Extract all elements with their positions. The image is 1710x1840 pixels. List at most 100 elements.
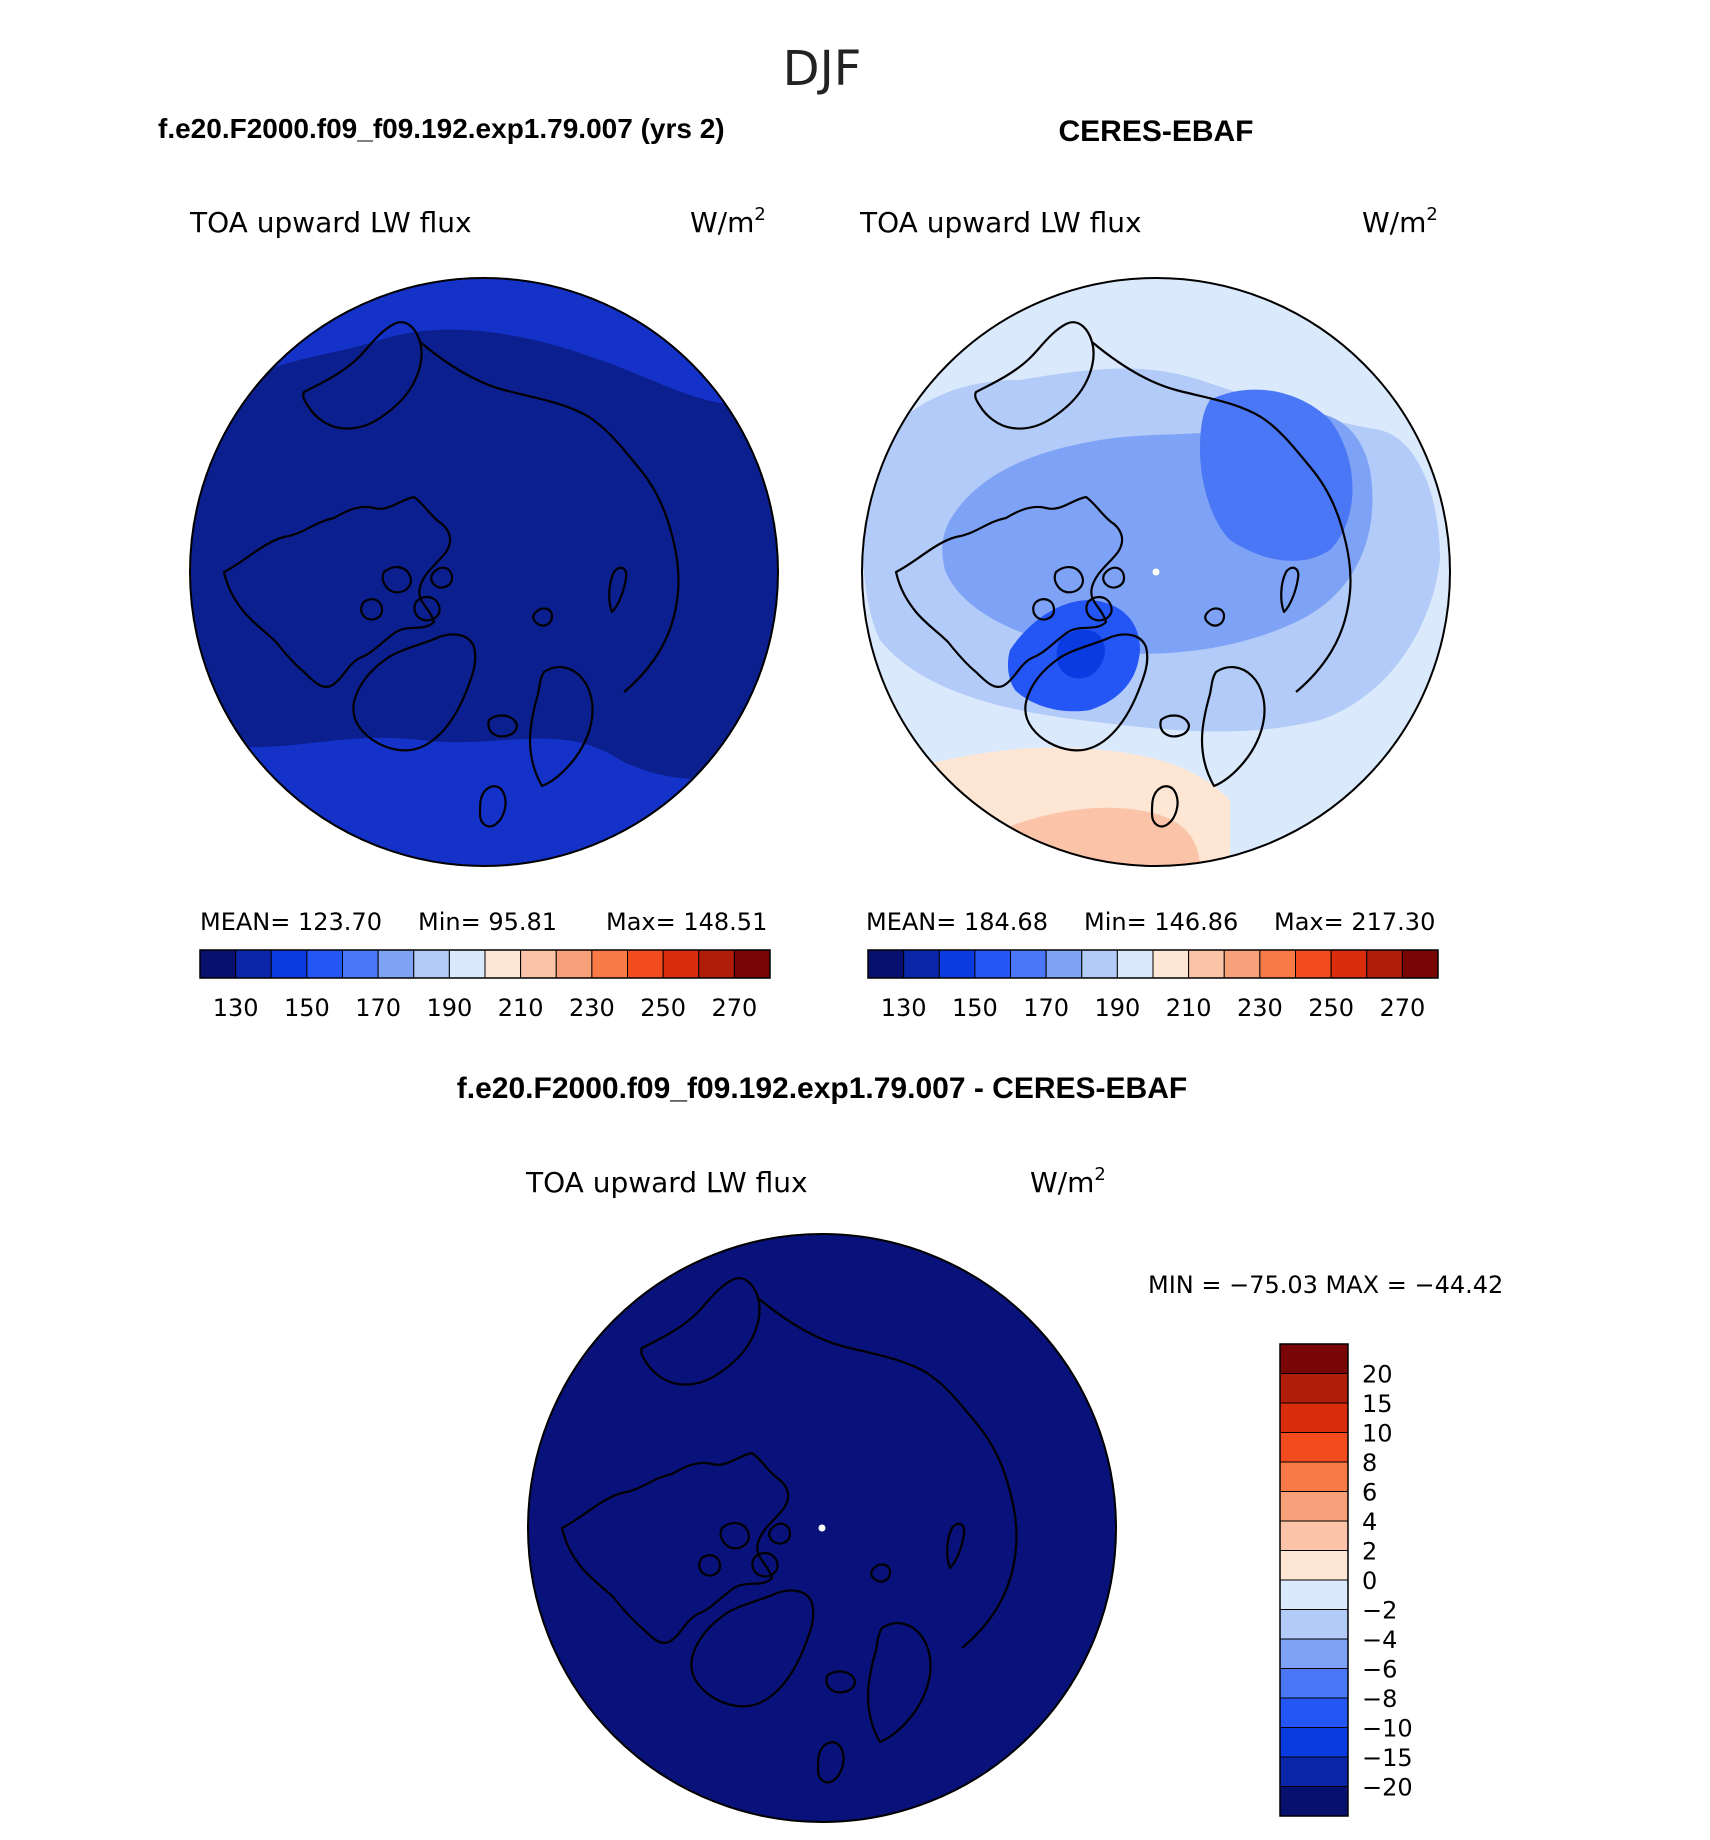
colorbar-difference-swatch <box>1279 1668 1349 1699</box>
colorbar-model-swatch <box>733 949 771 979</box>
colorbar-obs-tick-label: 270 <box>1379 994 1425 1022</box>
panel-model-max: Max= 148.51 <box>606 908 767 936</box>
colorbar-obs-tick-label: 210 <box>1166 994 1212 1022</box>
colorbar-model: 130 150 170 190 210 230 250 270 <box>199 949 771 1022</box>
colorbar-obs-swatch <box>867 949 905 979</box>
colorbar-model-swatch <box>627 949 664 979</box>
colorbar-difference-swatch <box>1279 1461 1349 1492</box>
map-obs-pole-dot <box>1152 568 1160 576</box>
map-obs-band-deep <box>1200 389 1353 561</box>
colorbar-obs: 130 150 170 190 210 230 250 270 <box>867 949 1439 1022</box>
colorbar-difference-swatch <box>1279 1786 1349 1817</box>
colorbar-obs-tick-label: 170 <box>1023 994 1069 1022</box>
colorbar-model-tick-label: 150 <box>284 994 330 1022</box>
map-difference-pole-dot <box>818 1524 826 1532</box>
colorbar-difference-tick-label: 10 <box>1362 1420 1393 1448</box>
colorbar-difference-swatch <box>1279 1402 1349 1433</box>
colorbar-difference-tick-label: 2 <box>1362 1538 1377 1566</box>
colorbar-model-swatch <box>306 949 343 979</box>
colorbar-obs-swatch <box>938 949 976 979</box>
colorbar-difference-swatch <box>1279 1697 1349 1728</box>
colorbar-difference-tick-label: 6 <box>1362 1479 1377 1507</box>
colorbar-difference-tick-label: −4 <box>1362 1626 1397 1654</box>
map-model-border <box>189 277 779 867</box>
colorbar-difference-swatch <box>1279 1756 1349 1787</box>
colorbar-difference-tick-label: −8 <box>1362 1685 1397 1713</box>
colorbar-model-tick-label: 190 <box>426 994 472 1022</box>
colorbar-difference-swatch <box>1279 1609 1349 1640</box>
colorbar-model-swatch <box>555 949 593 979</box>
colorbar-obs-swatch <box>1330 949 1368 979</box>
difference-title: f.e20.F2000.f09_f09.192.exp1.79.007 - CE… <box>457 1072 1187 1105</box>
colorbar-obs-swatch <box>903 949 940 979</box>
map-model-field <box>190 278 778 866</box>
colorbar-difference-tick-label: −6 <box>1362 1656 1397 1684</box>
colorbar-model-swatch <box>484 949 522 979</box>
colorbar-obs-swatch <box>1152 949 1190 979</box>
colorbar-model-tick-label: 130 <box>213 994 259 1022</box>
colorbar-difference-swatch <box>1279 1520 1349 1551</box>
colorbar-difference-tick-label: −20 <box>1362 1774 1413 1802</box>
colorbar-difference-tick-label: 4 <box>1362 1508 1377 1536</box>
colorbar-model-tick-label: 170 <box>355 994 401 1022</box>
panel-obs-variable: TOA upward LW flux <box>859 206 1142 239</box>
panel-model-mean: MEAN= 123.70 <box>200 908 382 936</box>
colorbar-obs-frame <box>867 949 1439 979</box>
colorbar-model-swatch <box>591 949 628 979</box>
colorbar-difference-swatch <box>1279 1638 1349 1669</box>
colorbar-model-swatch <box>413 949 450 979</box>
colorbar-model-swatch <box>698 949 735 979</box>
page-title: DJF <box>783 41 862 97</box>
colorbar-difference-swatch <box>1279 1343 1349 1374</box>
colorbar-difference-tick-label: −15 <box>1362 1744 1413 1772</box>
colorbar-obs-swatch <box>1366 949 1403 979</box>
colorbar-obs-swatch <box>1259 949 1296 979</box>
colorbar-obs-swatch <box>1010 949 1047 979</box>
colorbar-obs-tick-label: 130 <box>881 994 927 1022</box>
panel-obs-max: Max= 217.30 <box>1274 908 1435 936</box>
map-difference-border <box>527 1233 1117 1823</box>
colorbar-model-tick-label: 250 <box>640 994 686 1022</box>
colorbar-obs-swatch <box>1223 949 1261 979</box>
colorbar-model-tick-label: 270 <box>711 994 757 1022</box>
panel-obs-units: W/m2 <box>1362 204 1438 239</box>
map-obs-greenland-min <box>1056 629 1105 679</box>
colorbar-difference-frame <box>1279 1343 1349 1817</box>
panel-obs-mean: MEAN= 184.68 <box>866 908 1048 936</box>
colorbar-difference-tick-label: 0 <box>1362 1567 1377 1595</box>
colorbar-difference-tick-label: 8 <box>1362 1449 1377 1477</box>
colorbar-difference-tick-label: −2 <box>1362 1597 1397 1625</box>
colorbar-model-swatch <box>270 949 308 979</box>
difference-variable: TOA upward LW flux <box>525 1166 808 1199</box>
colorbar-obs-swatch <box>1116 949 1154 979</box>
map-obs-border <box>861 277 1451 867</box>
colorbar-difference-swatch <box>1279 1491 1349 1522</box>
colorbar-model-tick-label: 210 <box>498 994 544 1022</box>
colorbar-difference-tick-label: 20 <box>1362 1361 1393 1389</box>
colorbar-obs-swatch <box>1401 949 1439 979</box>
colorbar-model-swatch <box>520 949 557 979</box>
panel-model-case-title: f.e20.F2000.f09_f09.192.exp1.79.007 (yrs… <box>158 113 725 144</box>
difference-units: W/m2 <box>1030 1164 1106 1199</box>
colorbar-obs-tick-label: 230 <box>1237 994 1283 1022</box>
panel-model-units: W/m2 <box>690 204 766 239</box>
colorbar-model-swatch <box>199 949 237 979</box>
panel-difference: f.e20.F2000.f09_f09.192.exp1.79.007 - CE… <box>457 1072 1503 1823</box>
colorbar-model-tick-label: 230 <box>569 994 615 1022</box>
colorbar-model-swatch <box>377 949 415 979</box>
colorbar-difference-tick-label: 15 <box>1362 1390 1393 1418</box>
difference-minmax: MIN = −75.03 MAX = −44.42 <box>1148 1271 1503 1299</box>
panel-model-variable: TOA upward LW flux <box>189 206 472 239</box>
panel-model-min: Min= 95.81 <box>418 908 557 936</box>
colorbar-difference-tick-label: −10 <box>1362 1715 1413 1743</box>
colorbar-model-swatch <box>342 949 379 979</box>
colorbar-obs-tick-label: 190 <box>1094 994 1140 1022</box>
colorbar-model-swatch <box>448 949 486 979</box>
colorbar-obs-swatch <box>1081 949 1118 979</box>
colorbar-model-swatch <box>662 949 700 979</box>
colorbar-model-frame <box>199 949 771 979</box>
colorbar-obs-tick-label: 150 <box>952 994 998 1022</box>
colorbar-difference-swatch <box>1279 1373 1349 1404</box>
